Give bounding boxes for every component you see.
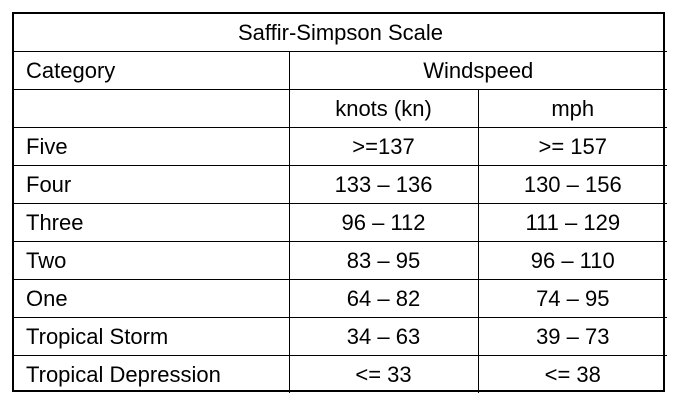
table-row: Three 96 – 112 111 – 129 — [14, 203, 668, 242]
header-row: Category Windspeed — [14, 51, 668, 90]
knots-cell: <= 33 — [288, 355, 479, 393]
table-row: Tropical Storm 34 – 63 39 – 73 — [14, 317, 668, 356]
category-cell: Four — [14, 165, 290, 204]
category-cell: Tropical Storm — [14, 317, 290, 356]
header-mph: mph — [477, 89, 668, 128]
header-knots: knots (kn) — [288, 89, 479, 128]
header-windspeed: Windspeed — [288, 51, 668, 90]
table-title: Saffir-Simpson Scale — [14, 14, 668, 52]
category-cell: Two — [14, 241, 290, 280]
category-cell: One — [14, 279, 290, 318]
mph-cell: 39 – 73 — [477, 317, 668, 356]
knots-cell: 96 – 112 — [288, 203, 479, 242]
category-cell: Three — [14, 203, 290, 242]
title-row: Saffir-Simpson Scale — [14, 14, 668, 52]
knots-cell: >=137 — [288, 127, 479, 166]
table-row: Two 83 – 95 96 – 110 — [14, 241, 668, 280]
table-row: Four 133 – 136 130 – 156 — [14, 165, 668, 204]
mph-cell: 111 – 129 — [477, 203, 668, 242]
mph-cell: 130 – 156 — [477, 165, 668, 204]
saffir-simpson-table-container: Saffir-Simpson Scale Category Windspeed … — [12, 12, 668, 393]
knots-cell: 133 – 136 — [288, 165, 479, 204]
knots-cell: 34 – 63 — [288, 317, 479, 356]
table-row: Five >=137 >= 157 — [14, 127, 668, 166]
subheader-blank — [14, 89, 290, 128]
table-row: One 64 – 82 74 – 95 — [14, 279, 668, 318]
knots-cell: 83 – 95 — [288, 241, 479, 280]
mph-cell: 96 – 110 — [477, 241, 668, 280]
mph-cell: <= 38 — [477, 355, 668, 393]
category-cell: Five — [14, 127, 290, 166]
mph-cell: 74 – 95 — [477, 279, 668, 318]
subheader-row: knots (kn) mph — [14, 89, 668, 128]
header-category: Category — [14, 51, 290, 90]
knots-cell: 64 – 82 — [288, 279, 479, 318]
table-row: Tropical Depression <= 33 <= 38 — [14, 355, 668, 393]
saffir-simpson-table: Saffir-Simpson Scale Category Windspeed … — [14, 14, 668, 393]
mph-cell: >= 157 — [477, 127, 668, 166]
category-cell: Tropical Depression — [14, 355, 290, 393]
